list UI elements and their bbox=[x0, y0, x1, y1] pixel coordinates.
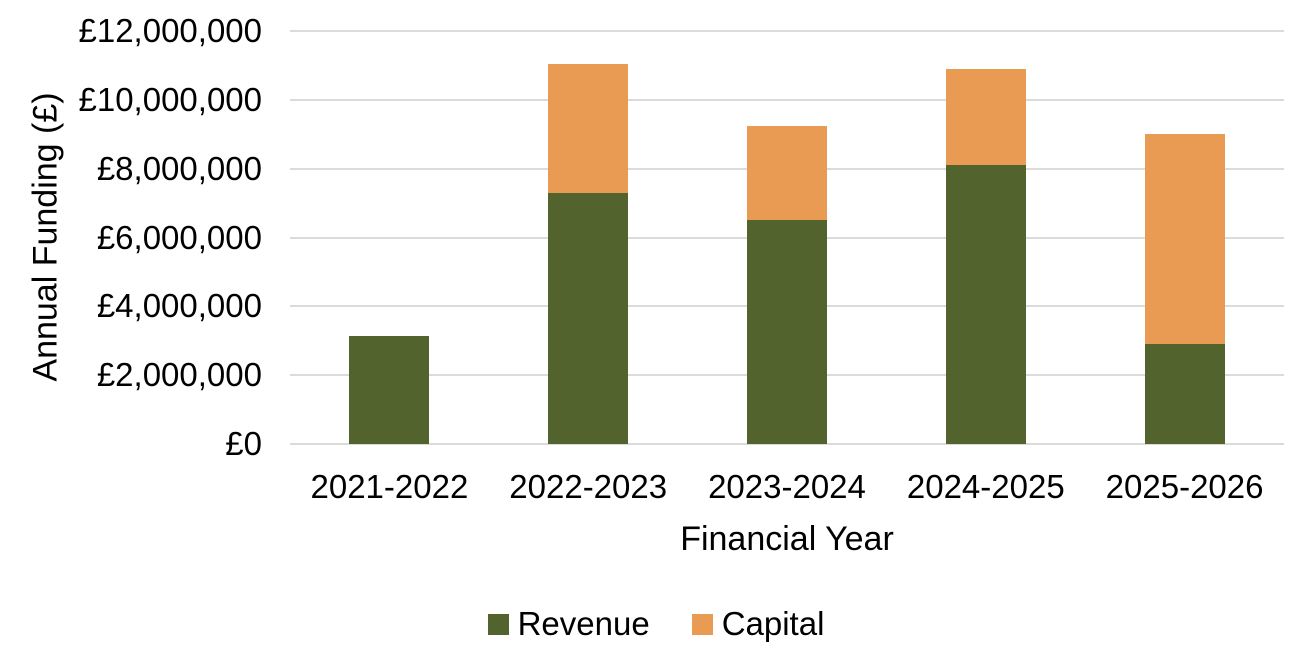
bar-segment-capital-2024-2025 bbox=[945, 68, 1026, 166]
legend-swatch-capital bbox=[691, 613, 713, 635]
x-tick-label: 2024-2025 bbox=[906, 468, 1065, 505]
bar-segment-capital-2023-2024 bbox=[747, 125, 827, 221]
legend-swatch-revenue bbox=[487, 613, 509, 635]
bar-segment-revenue-2022-2023 bbox=[548, 192, 629, 444]
gridline bbox=[290, 98, 1284, 101]
y-tick-label: £10,000,000 bbox=[78, 80, 262, 118]
y-tick-label: £4,000,000 bbox=[96, 287, 262, 325]
gridline bbox=[290, 30, 1284, 32]
x-tick-label: 2023-2024 bbox=[708, 468, 866, 505]
legend: Revenue Capital bbox=[0, 605, 1312, 643]
x-tick-label: 2021-2022 bbox=[310, 468, 469, 505]
legend-label-revenue: Revenue bbox=[517, 605, 650, 642]
x-axis-tick-labels: 2021-2022 2022-2023 2023-2024 2024-2025 2025… bbox=[290, 468, 1284, 508]
legend-item-revenue: Revenue bbox=[487, 605, 650, 643]
y-tick-label: £0 bbox=[225, 425, 262, 462]
bar-segment-revenue-2025-2026 bbox=[1144, 344, 1225, 444]
bar-segment-capital-2025-2026 bbox=[1144, 134, 1225, 345]
bar-segment-revenue-2023-2024 bbox=[747, 220, 827, 444]
gridline bbox=[290, 443, 1284, 445]
bar-segment-revenue-2024-2025 bbox=[945, 165, 1026, 444]
y-tick-label: £12,000,000 bbox=[78, 12, 262, 49]
legend-item-capital: Capital bbox=[691, 605, 825, 643]
x-tick-label: 2022-2023 bbox=[509, 468, 668, 505]
y-tick-label: £2,000,000 bbox=[96, 356, 262, 394]
bar-segment-revenue-2021-2022 bbox=[349, 335, 430, 444]
bar-segment-capital-2022-2023 bbox=[548, 63, 629, 193]
x-tick-label: 2025-2026 bbox=[1105, 468, 1264, 505]
plot-area bbox=[290, 30, 1284, 445]
y-tick-label: £6,000,000 bbox=[96, 218, 262, 256]
y-axis-title: Annual Funding (£) bbox=[26, 92, 65, 382]
y-axis-tick-labels: £0 £2,000,000 £4,000,000 £6,000,000 £8,000,0… bbox=[0, 13, 262, 462]
x-axis-title: Financial Year bbox=[680, 520, 894, 558]
y-tick-label: £8,000,000 bbox=[96, 149, 262, 187]
legend-label-capital: Capital bbox=[721, 605, 825, 642]
